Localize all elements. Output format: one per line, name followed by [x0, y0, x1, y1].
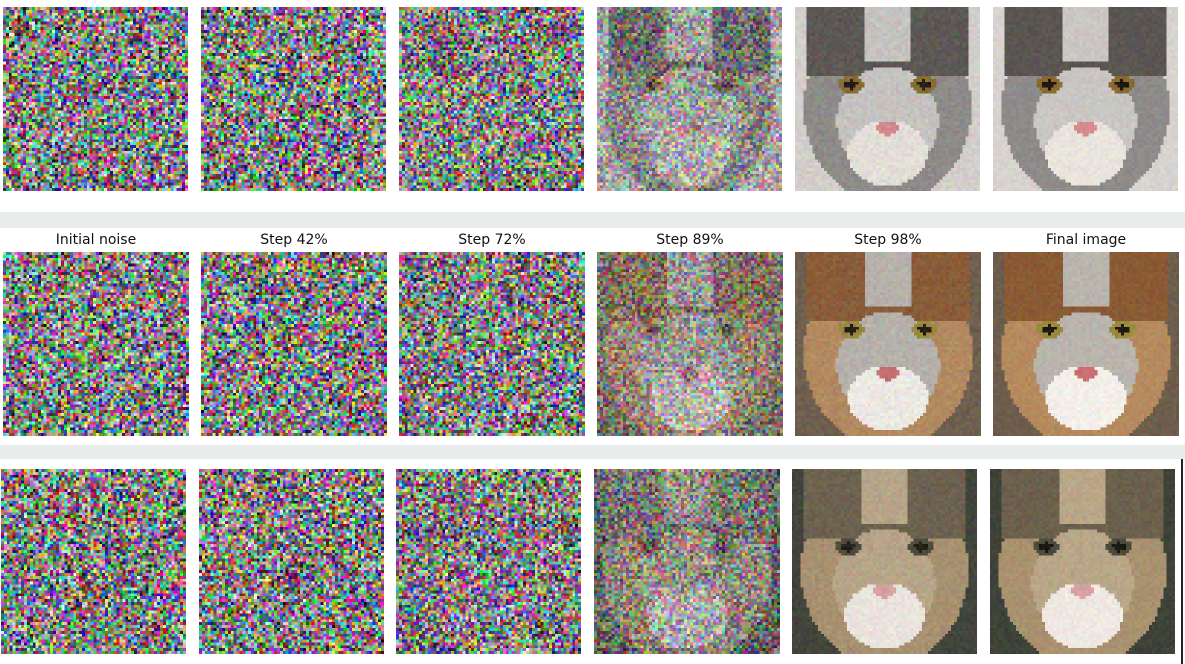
- row1-initial-noise-image: [3, 7, 188, 191]
- row2-step-98-image: [795, 252, 981, 436]
- separator-band-2: [0, 445, 1185, 459]
- row3-initial-noise-image: [1, 469, 186, 654]
- row1-step-98-image: [795, 7, 980, 191]
- caption-step-89: Step 89%: [656, 232, 724, 248]
- right-edge-line: [1181, 459, 1183, 664]
- row2-initial-noise-image: [3, 252, 189, 436]
- row1-final-image: [993, 7, 1178, 191]
- caption-initial-noise: Initial noise: [55, 232, 137, 248]
- caption-final-image: Final image: [1045, 232, 1127, 248]
- row3-step-72-image: [396, 469, 581, 654]
- caption-step-42: Step 42%: [260, 232, 328, 248]
- row1-step-89-image: [597, 7, 782, 191]
- row2-final-image: [993, 252, 1179, 436]
- row3-step-98-image: [792, 469, 977, 654]
- caption-step-72: Step 72%: [458, 232, 526, 248]
- row3-final-image: [990, 469, 1175, 654]
- caption-step-98: Step 98%: [854, 232, 922, 248]
- row2-step-89-image: [597, 252, 783, 436]
- row3-step-89-image: [594, 469, 780, 654]
- row2-step-72-image: [399, 252, 585, 436]
- row3-step-42-image: [199, 469, 384, 654]
- row1-step-42-image: [201, 7, 386, 191]
- separator-band-1: [0, 212, 1185, 228]
- row1-step-72-image: [399, 7, 584, 191]
- row2-step-42-image: [201, 252, 387, 436]
